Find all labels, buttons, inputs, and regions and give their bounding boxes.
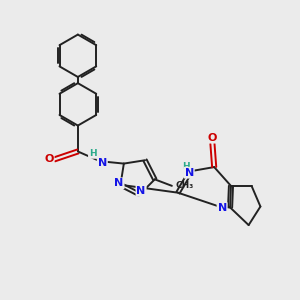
Text: H: H [89,149,96,158]
Text: N: N [114,178,124,188]
Text: N: N [184,168,194,178]
Text: O: O [208,133,217,142]
Text: N: N [218,203,227,213]
Text: N: N [98,158,107,168]
Text: N: N [136,186,146,196]
Text: H: H [182,162,190,171]
Text: CH₃: CH₃ [176,181,194,190]
Text: O: O [44,154,54,164]
